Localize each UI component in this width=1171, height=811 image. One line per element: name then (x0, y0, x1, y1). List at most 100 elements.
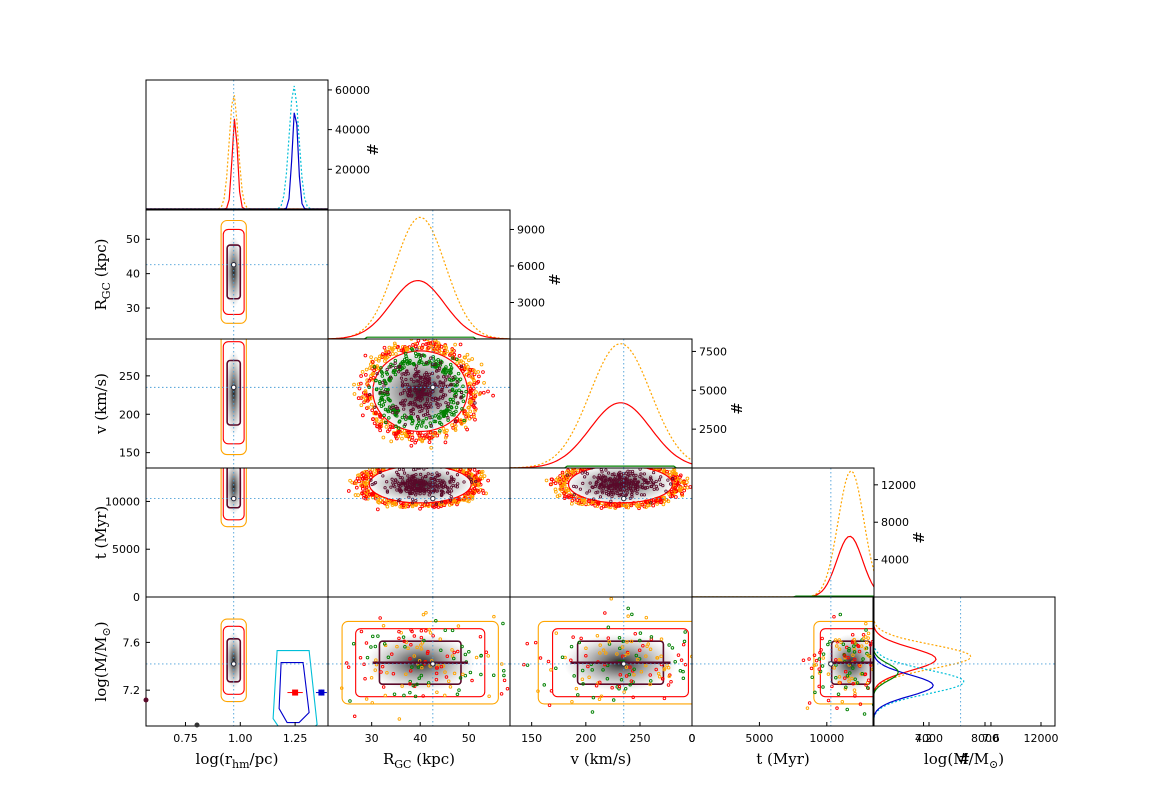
scatter-point (852, 637, 856, 642)
scatter-point (430, 476, 434, 481)
scatter-point (417, 396, 422, 400)
scatter-point (398, 504, 403, 509)
scatter-point (596, 479, 600, 484)
scatter-point (419, 390, 424, 394)
scatter-point (397, 629, 401, 634)
scatter-point (624, 674, 629, 678)
scatter-point (650, 461, 653, 464)
scatter-point (385, 408, 390, 412)
scatter-point (365, 480, 369, 484)
density-shade (224, 236, 243, 308)
panel-frame (872, 596, 1056, 727)
scatter-point (394, 465, 397, 468)
scatter-point (404, 487, 409, 491)
scatter-point (361, 473, 366, 477)
scatter-point (421, 694, 425, 698)
tick-label: 200 (119, 408, 140, 421)
scatter-point (419, 472, 423, 476)
scatter-point (879, 668, 882, 671)
scatter-point (406, 646, 410, 650)
scatter-point (478, 488, 483, 492)
scatter-point (471, 386, 476, 391)
scatter-point (581, 498, 586, 503)
scatter-point (372, 368, 377, 373)
scatter-point (444, 675, 449, 679)
panel-rgc-vs-mass (339, 610, 510, 721)
scatter-point (699, 649, 702, 652)
scatter-point (605, 677, 610, 681)
scatter-point (374, 378, 378, 383)
scatter-point (386, 350, 391, 355)
scatter-point (408, 463, 411, 466)
scatter-point (415, 364, 419, 368)
scatter-point (439, 500, 444, 504)
scatter-point (446, 408, 450, 412)
scatter-point (450, 348, 455, 353)
scatter-point (460, 644, 464, 649)
scatter-point (419, 647, 424, 651)
scatter-point (574, 686, 579, 691)
scatter-point (590, 710, 595, 714)
scatter-point (639, 669, 644, 674)
scatter-point (649, 635, 654, 639)
scatter-point (398, 392, 403, 396)
scatter-point (435, 471, 439, 475)
scatter-point (571, 470, 576, 475)
scatter-point (364, 697, 369, 701)
scatter-point (471, 404, 476, 408)
panel-v-vs-t (544, 461, 692, 511)
tick-label: 40 (126, 268, 140, 281)
scatter-point (365, 469, 369, 474)
scatter-point (478, 634, 483, 639)
scatter-point (611, 698, 616, 702)
scatter-point (628, 463, 631, 466)
truth-marker (430, 495, 436, 502)
scatter-point (603, 611, 607, 615)
scatter-point (384, 465, 387, 468)
scatter-point (452, 650, 457, 655)
tick-label: 150 (119, 447, 140, 460)
scatter-point (426, 403, 430, 408)
scatter-point (400, 360, 405, 364)
histogram-line-dotted (510, 343, 692, 468)
scatter-point (382, 390, 386, 394)
scatter-point (426, 485, 430, 489)
scatter-point (673, 486, 677, 490)
label-main: log(M/M (924, 750, 989, 768)
scatter-point (600, 489, 604, 493)
scatter-point (449, 475, 453, 479)
tick-label: 1.25 (283, 732, 308, 745)
scatter-point (435, 464, 438, 467)
scatter-point (579, 636, 583, 641)
scatter-point (372, 365, 377, 369)
scatter-point (596, 681, 600, 685)
scatter-point (460, 464, 463, 467)
contour-outer (220, 339, 247, 456)
scatter-point (608, 502, 613, 507)
density-shade (224, 468, 243, 515)
scatter-point (473, 401, 477, 405)
scatter-point (439, 422, 444, 427)
histogram-line-dotted (873, 597, 972, 726)
scatter-point (404, 377, 408, 382)
scatter-point (637, 648, 642, 652)
scatter-point (455, 692, 460, 697)
scatter-point (644, 654, 648, 658)
scatter-point (466, 405, 471, 410)
scatter-point (852, 657, 857, 662)
scatter-point (682, 639, 687, 644)
scatter-point (368, 393, 372, 397)
scatter-point (594, 683, 599, 688)
scatter-point (409, 339, 414, 341)
scatter-point (468, 409, 473, 414)
label-main: t (Myr) (756, 750, 810, 768)
scatter-point (462, 480, 466, 484)
scatter-point (649, 501, 653, 505)
scatter-point (413, 476, 417, 480)
scatter-point (377, 425, 382, 430)
scatter-point (471, 482, 476, 486)
scatter-point (374, 418, 379, 423)
scatter-point (403, 357, 407, 362)
truth-marker (430, 661, 436, 667)
tick-label: 0 (133, 591, 140, 604)
